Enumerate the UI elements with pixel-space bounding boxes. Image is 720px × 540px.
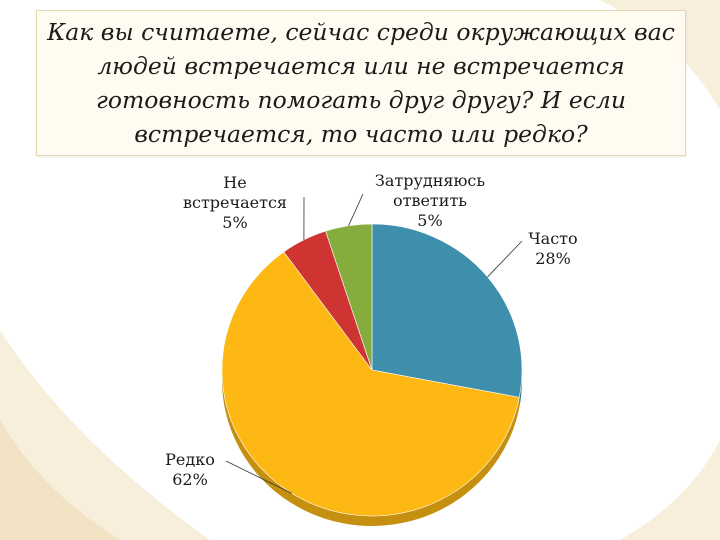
slice-label-2-line-0: Не <box>223 173 246 192</box>
slide-title: Как вы считаете, сейчас среди окружающих… <box>47 18 675 148</box>
leader-line-3 <box>348 193 364 226</box>
leader-line-1 <box>225 460 292 494</box>
slice-label-1-line-0: Редко <box>165 450 215 469</box>
slice-percent-0: 28% <box>535 249 571 268</box>
slice-label-3-line-0: Затрудняюсь <box>375 171 486 190</box>
pie-slice-0 <box>371 223 523 398</box>
slice-label-3-line-1: ответить <box>393 191 467 210</box>
pie-slice-side-0 <box>519 370 522 408</box>
slice-percent-1: 62% <box>172 470 208 489</box>
slice-label-0-line-0: Часто <box>528 229 577 248</box>
slice-percent-3: 5% <box>417 211 442 230</box>
slice-percent-2: 5% <box>222 213 247 232</box>
pie-depth <box>222 370 522 526</box>
leader-line-0 <box>487 240 523 278</box>
pie-slice-3 <box>325 223 373 371</box>
pie-slice-1 <box>221 251 520 517</box>
title-frame: Как вы считаете, сейчас среди окружающих… <box>36 10 686 156</box>
slice-label-2-line-1: встречается <box>183 193 287 212</box>
